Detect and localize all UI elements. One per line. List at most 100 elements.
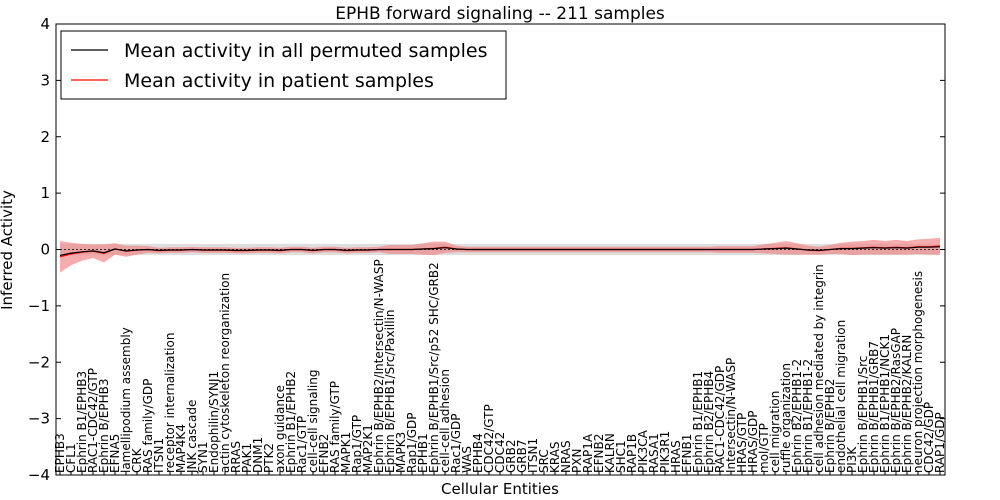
x-tick-label: HRAS	[669, 440, 683, 473]
x-tick-label: Ephrin B/EPHB1/GRB7	[867, 341, 881, 473]
x-tick-label: HRAS/GDP	[746, 410, 760, 473]
y-tick-label: 3	[40, 71, 50, 89]
legend: Mean activity in all permuted samples Me…	[60, 30, 507, 100]
x-tick-label: EFNB2	[317, 434, 331, 473]
y-tick-label: −4	[28, 466, 50, 484]
x-tick-label: Rap1/GDP	[405, 413, 419, 474]
x-tick-label: CFL1	[64, 443, 78, 473]
x-tick-label: EPHB1	[416, 433, 430, 473]
x-tick-label: SRC	[537, 449, 551, 473]
x-tick-label: EFNB2	[592, 434, 606, 473]
x-tick-label: RAC1-CDC42/GTP	[86, 368, 100, 473]
x-tick-label: receptor internalization	[163, 333, 177, 473]
x-tick-label: Ephrin B/EPHB1/Src/Paxillin	[383, 309, 397, 473]
y-tick-label: −3	[28, 410, 50, 428]
x-tick-label: cell-cell adhesion	[438, 369, 452, 473]
x-tick-label: RAP1B	[625, 434, 639, 473]
x-axis-label: Cellular Entities	[441, 480, 559, 498]
x-tick-label: PAK1	[240, 443, 254, 473]
x-tick-label: RASA1	[647, 433, 661, 473]
x-tick-label: cell-cell signaling	[306, 370, 320, 474]
x-tick-label: PTK2	[262, 443, 276, 473]
x-tick-label: ITSN1	[526, 438, 540, 473]
x-tick-label: RAP1/GDP	[933, 412, 947, 473]
patient-band	[60, 237, 940, 273]
x-tick-label: MAPK3	[394, 432, 408, 473]
x-tick-label: SYN1	[196, 441, 210, 473]
x-tick-label: Ephrin B1/EPHB2	[284, 371, 298, 473]
x-tick-label: Ephrin B2/EPHB1-2	[790, 359, 804, 473]
x-tick-label: DNM1	[251, 437, 265, 473]
x-tick-label: RAS family/GTP	[328, 381, 342, 473]
x-tick-label: Ephrin B/EPHB2/Intersectin/N-WASP	[372, 259, 386, 473]
x-tick-label: EFNA5	[108, 434, 122, 473]
y-tick-label: −2	[28, 353, 50, 371]
x-tick-label: Ephrin B/EPHB3	[97, 379, 111, 473]
x-tick-label: CDC42/GDP	[922, 402, 936, 473]
x-tick-label: Ephrin B2/EPHB4	[702, 371, 716, 473]
x-tick-label: HRAS/GTP	[735, 413, 749, 473]
x-tick-label: NRAS	[559, 440, 573, 473]
x-tick-label: Intersectin/N-WASP	[724, 358, 738, 473]
x-tick-label: Ephrin B/EPHB2/RasGAP	[889, 328, 903, 473]
x-tick-label: Ephrin B/EPHB2	[823, 379, 837, 473]
chart-title: EPHB forward signaling -- 211 samples	[335, 4, 665, 24]
x-tick-label: PXN	[570, 449, 584, 473]
y-tick-label: 2	[40, 128, 50, 146]
x-tick-label: JNK cascade	[185, 400, 199, 474]
x-tick-label: mol/GTP	[757, 423, 771, 473]
x-tick-label: Ephrin B1/EPHB3	[75, 371, 89, 473]
y-tick-label: 0	[40, 241, 50, 259]
x-tick-label: axon guidance	[273, 385, 287, 473]
series-lines	[56, 245, 945, 258]
y-tick-label: −1	[28, 297, 50, 315]
x-tick-label: CDC42	[493, 432, 507, 473]
x-tick-label: SHC1	[614, 440, 628, 473]
x-tick-label: RAP1A	[581, 433, 595, 473]
x-tick-label: Endophilin/SYNJ1	[207, 371, 221, 473]
x-tick-label: ruffle organization	[779, 363, 793, 473]
x-tick-label: Rac1/GDP	[449, 414, 463, 473]
y-tick-label: 4	[40, 15, 50, 33]
y-axis-label: Inferred Activity	[0, 190, 16, 310]
x-tick-label: MAPK1	[339, 432, 353, 473]
x-tick-label: KRAS	[548, 441, 562, 473]
x-tick-label: Ephrin B1/EPHB1	[691, 371, 705, 473]
x-tick-label: MAP4K4	[174, 424, 188, 473]
x-tick-label: PIK3CA	[636, 429, 650, 473]
legend-box	[60, 30, 507, 100]
x-tick-label: CDC42/GTP	[482, 404, 496, 473]
y-axis: 4 3 2 1 0 −1 −2 −3 −4	[28, 15, 945, 484]
x-tick-label: Ephrin B1/EPHB1/NCK1	[878, 334, 892, 473]
x-tick-label: Rac1/GTP	[295, 416, 309, 473]
x-tick-label: endothelial cell migration	[834, 320, 848, 473]
x-tick-label: lamellipodium assembly	[119, 327, 133, 473]
x-tick-label: RAS family/GDP	[141, 379, 155, 473]
x-tick-label: GRB7	[515, 439, 529, 473]
x-tick-label: RRAS	[229, 441, 243, 473]
x-tick-label: WAS	[460, 446, 474, 473]
x-tick-label: EPHB4	[471, 433, 485, 473]
x-tick-label: GRB2	[504, 439, 518, 473]
x-tick-label: PI3K	[845, 446, 859, 473]
x-tick-label: Ephrin B/EPHB1/Src	[856, 356, 870, 473]
x-tick-label: Ephrin B1/EPHB1-2	[801, 359, 815, 473]
y-tick-label: 1	[40, 184, 50, 202]
x-tick-label: cell adhesion mediated by integrin	[812, 264, 826, 473]
x-tick-label: cell migration	[768, 391, 782, 473]
legend-label-permuted: Mean activity in all permuted samples	[124, 40, 487, 62]
x-tick-label: actin cytoskeleton reorganization	[218, 273, 232, 473]
x-tick-label: Ephrin B/EPHB2/KALRN	[900, 335, 914, 473]
x-tick-label: EFNB1	[680, 434, 694, 473]
legend-label-patient: Mean activity in patient samples	[124, 70, 434, 92]
x-tick-label: Rap1/GTP	[350, 415, 364, 473]
x-tick-label: ITSN1	[152, 438, 166, 473]
x-tick-label: PIK3R1	[658, 431, 672, 473]
x-tick-label: neuron projection morphogenesis	[911, 271, 925, 473]
x-tick-label: EPHB3	[53, 433, 67, 473]
x-tick-label: KALRN	[603, 433, 617, 473]
x-tick-label: Ephrin B/EPHB1/Src/p52 SHC/GRB2	[427, 262, 441, 473]
x-tick-label: MAP2K1	[361, 424, 375, 473]
